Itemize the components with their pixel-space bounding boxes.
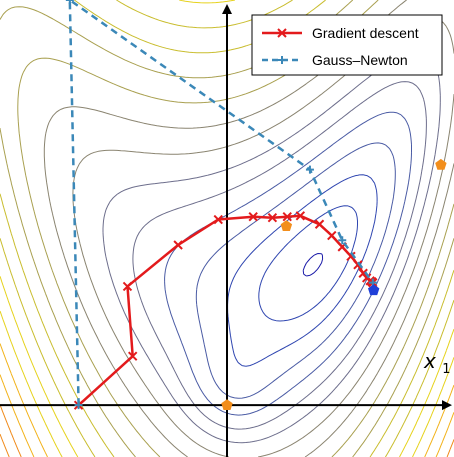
legend-gn-marker xyxy=(278,56,286,64)
point-marker-1 xyxy=(280,220,293,231)
series-0-marker-3 xyxy=(173,240,183,250)
series-layer xyxy=(65,0,378,410)
series-0-marker-2 xyxy=(122,281,133,292)
x-axis-arrow xyxy=(442,400,452,411)
legend: Gradient descent Gauss–Newton xyxy=(251,14,443,76)
contour-level-3 xyxy=(258,205,358,322)
series-0-marker-12 xyxy=(346,251,356,262)
series-0-marker-10 xyxy=(327,230,337,241)
series-0-marker-7 xyxy=(282,212,292,222)
series-0-marker-8 xyxy=(295,211,306,221)
series-1-marker-2 xyxy=(305,165,314,174)
legend-gd-label: Gradient descent xyxy=(312,25,419,41)
point-marker-0 xyxy=(221,399,233,410)
contour-level-2 xyxy=(302,253,324,277)
contour-level-11 xyxy=(17,0,454,457)
x-axis-label-subscript: 1 xyxy=(442,362,450,377)
series-1-marker-1 xyxy=(65,0,74,4)
series-0-marker-6 xyxy=(267,212,278,223)
series-0-marker-5 xyxy=(248,212,258,222)
contour-level-6 xyxy=(164,111,412,416)
series-0-marker-9 xyxy=(314,219,325,229)
legend-gd-marker xyxy=(277,28,287,38)
contour-level-8 xyxy=(102,50,441,444)
x-axis-label: x 1 xyxy=(423,349,450,377)
series-0-marker-4 xyxy=(213,214,223,225)
point-marker-2 xyxy=(435,158,447,170)
point-marker-3 xyxy=(368,284,380,296)
series-1-marker-3 xyxy=(338,236,347,245)
contour-level-4 xyxy=(227,174,378,367)
contour-level-20 xyxy=(0,433,10,457)
legend-gn-label: Gauss–Newton xyxy=(312,52,408,68)
series-1-marker-0 xyxy=(74,401,83,410)
markers-layer xyxy=(221,158,447,410)
y-axis-arrow xyxy=(222,4,232,14)
contour-level-19 xyxy=(0,404,454,457)
series-0-marker-1 xyxy=(128,351,138,361)
